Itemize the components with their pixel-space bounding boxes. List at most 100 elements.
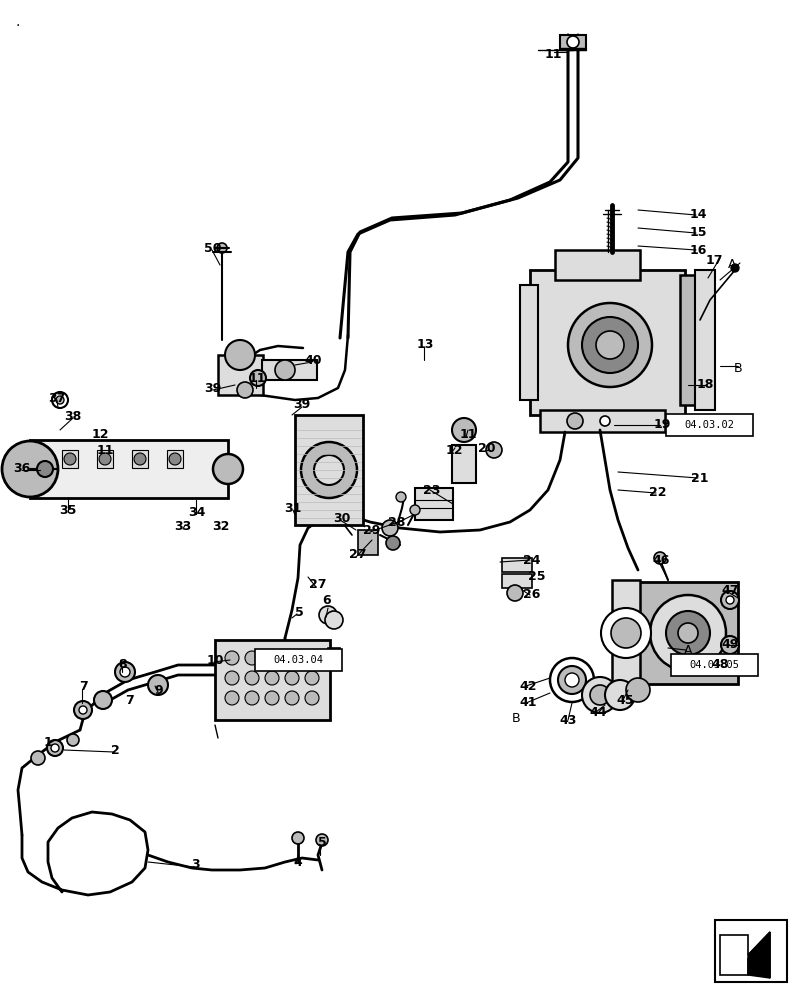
Text: 7: 7	[78, 680, 87, 694]
Circle shape	[721, 591, 739, 609]
Text: 18: 18	[696, 378, 713, 391]
Bar	[167, 450, 183, 468]
Bar	[415, 488, 453, 520]
Text: 30: 30	[334, 512, 351, 524]
Text: 25: 25	[528, 570, 545, 584]
Circle shape	[678, 623, 698, 643]
Text: 45: 45	[617, 694, 633, 706]
Circle shape	[99, 453, 111, 465]
Circle shape	[731, 264, 739, 272]
Text: 3: 3	[191, 858, 200, 871]
Text: B: B	[734, 361, 743, 374]
Circle shape	[382, 520, 398, 536]
Text: 10: 10	[206, 654, 224, 666]
Text: 37: 37	[48, 391, 65, 404]
Circle shape	[250, 370, 266, 386]
Bar	[530, 270, 685, 415]
FancyBboxPatch shape	[666, 414, 753, 436]
Text: 2: 2	[111, 744, 120, 756]
Text: 13: 13	[416, 338, 434, 352]
Text: A: A	[728, 258, 736, 271]
Text: 50: 50	[204, 241, 221, 254]
Circle shape	[265, 691, 279, 705]
Polygon shape	[748, 932, 770, 978]
Circle shape	[605, 680, 635, 710]
Bar	[612, 580, 640, 688]
Circle shape	[120, 667, 130, 677]
Text: 39: 39	[293, 398, 310, 412]
Circle shape	[64, 453, 76, 465]
Circle shape	[410, 505, 420, 515]
Circle shape	[550, 658, 594, 702]
Text: 31: 31	[284, 502, 301, 514]
Circle shape	[316, 834, 328, 846]
Circle shape	[596, 331, 624, 359]
Bar	[62, 450, 78, 468]
Text: 17: 17	[705, 253, 722, 266]
Circle shape	[486, 442, 502, 458]
Circle shape	[565, 673, 579, 687]
Circle shape	[590, 685, 610, 705]
Circle shape	[115, 662, 135, 682]
Text: 39: 39	[204, 381, 221, 394]
Circle shape	[507, 585, 523, 601]
Circle shape	[237, 382, 253, 398]
Text: 46: 46	[652, 554, 670, 566]
Text: 24: 24	[524, 554, 541, 566]
Circle shape	[626, 678, 650, 702]
Text: 6: 6	[322, 593, 331, 606]
Text: A: A	[684, 644, 692, 656]
Text: 33: 33	[175, 520, 191, 534]
Bar	[218, 355, 263, 395]
Circle shape	[567, 36, 579, 48]
Text: 04.03.04: 04.03.04	[273, 655, 323, 665]
Bar	[97, 450, 113, 468]
Text: 16: 16	[689, 243, 707, 256]
Text: 21: 21	[692, 472, 709, 485]
Circle shape	[558, 666, 586, 694]
Text: 47: 47	[722, 584, 739, 596]
Circle shape	[568, 303, 652, 387]
Text: 49: 49	[722, 639, 739, 652]
Circle shape	[56, 396, 64, 404]
Circle shape	[217, 243, 227, 253]
Circle shape	[275, 360, 295, 380]
Bar	[560, 35, 586, 50]
Text: 11: 11	[248, 371, 266, 384]
Bar	[680, 275, 710, 405]
Circle shape	[213, 454, 243, 484]
Bar	[262, 360, 317, 380]
Text: 04.03.05: 04.03.05	[689, 660, 739, 670]
Text: 34: 34	[188, 506, 206, 518]
Text: 26: 26	[524, 588, 541, 601]
Circle shape	[94, 691, 112, 709]
Text: B: B	[511, 712, 520, 724]
Text: 11: 11	[459, 428, 477, 442]
Text: 12: 12	[445, 444, 463, 456]
Circle shape	[600, 416, 610, 426]
Polygon shape	[720, 932, 770, 978]
Bar	[555, 250, 640, 280]
Text: 04.03.02: 04.03.02	[684, 420, 734, 430]
Circle shape	[2, 441, 58, 497]
Text: 43: 43	[559, 714, 577, 726]
Text: 44: 44	[589, 706, 607, 718]
Bar	[132, 450, 148, 468]
Circle shape	[225, 671, 239, 685]
Text: 27: 27	[309, 578, 326, 591]
Text: 28: 28	[389, 516, 406, 528]
Bar	[215, 640, 330, 720]
Text: 7: 7	[125, 694, 134, 706]
Text: 20: 20	[478, 442, 496, 454]
Circle shape	[225, 340, 255, 370]
Text: 19: 19	[654, 418, 671, 432]
Text: 15: 15	[689, 227, 707, 239]
Text: 23: 23	[423, 484, 440, 496]
Circle shape	[319, 606, 337, 624]
Bar	[295, 415, 363, 525]
Bar	[715, 920, 787, 982]
Circle shape	[582, 677, 618, 713]
Circle shape	[325, 611, 343, 629]
Bar	[328, 648, 340, 668]
Circle shape	[305, 651, 319, 665]
